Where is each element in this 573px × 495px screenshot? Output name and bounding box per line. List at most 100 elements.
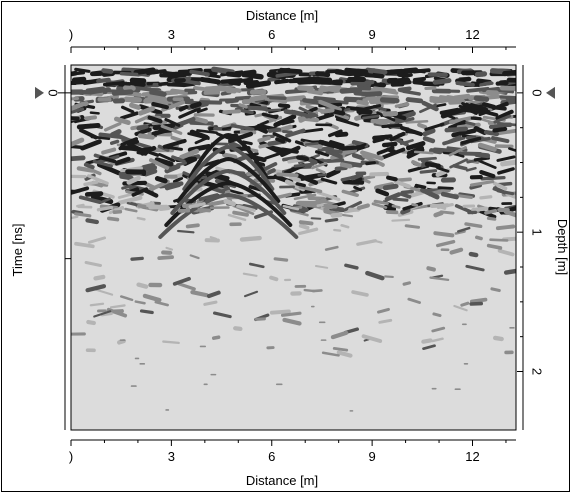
reflection-streak — [128, 102, 141, 110]
reflection-streak — [84, 191, 104, 197]
x-tick-label-top: ) — [69, 27, 73, 42]
reflection-streak — [101, 68, 114, 74]
x-tick-label-top: 3 — [168, 27, 175, 42]
reflection-streak — [288, 176, 301, 183]
reflection-streak — [362, 154, 385, 167]
reflection-streak — [503, 268, 516, 275]
reflection-streak — [483, 129, 500, 137]
reflection-streak — [360, 150, 384, 161]
reflection-streak — [74, 241, 95, 249]
reflection-streak — [78, 195, 102, 205]
reflection-streak — [334, 69, 350, 76]
reflection-streak — [76, 122, 101, 130]
reflection-streak — [242, 69, 257, 76]
reflection-streak — [136, 151, 148, 156]
reflection-streak — [473, 156, 490, 162]
reflection-streak — [321, 351, 340, 357]
reflection-streak — [372, 239, 383, 244]
reflection-streak — [356, 109, 373, 115]
reflection-streak — [276, 172, 299, 178]
reflection-streak — [245, 80, 272, 89]
reflection-streak — [437, 186, 454, 190]
reflection-streak — [302, 97, 323, 106]
reflection-streak — [350, 177, 363, 185]
reflection-streak — [439, 107, 460, 115]
reflection-streak — [89, 302, 105, 307]
reflection-streak — [197, 207, 212, 213]
reflection-streak — [455, 76, 472, 84]
x-tick-label-bottom: 3 — [168, 449, 175, 464]
reflection-streak — [151, 127, 170, 137]
reflection-streak — [411, 203, 419, 207]
reflection-streak — [475, 235, 483, 241]
reflection-streak — [136, 216, 146, 221]
reflection-streak — [481, 102, 497, 110]
reflection-streak — [384, 192, 402, 202]
reflection-streak — [402, 201, 423, 211]
diffraction-hyperbola — [188, 132, 269, 179]
reflection-streak — [211, 66, 236, 75]
reflection-streak — [307, 196, 326, 201]
reflection-streak — [203, 300, 218, 306]
reflection-streak — [493, 114, 512, 124]
reflection-streak — [129, 80, 146, 87]
time-zero-marker-left-icon — [35, 86, 44, 99]
reflection-streak — [134, 300, 146, 305]
reflection-streak — [117, 195, 143, 205]
reflection-streak — [479, 81, 494, 87]
reflection-streak — [227, 213, 247, 222]
depth-tick-label: 0 — [530, 89, 545, 96]
reflection-streak — [267, 127, 282, 133]
reflection-streak — [293, 162, 315, 168]
reflection-streak — [85, 218, 99, 225]
reflection-streak — [265, 108, 282, 112]
reflection-streak — [154, 157, 174, 167]
reflection-streak — [392, 197, 409, 202]
reflection-streak — [449, 158, 468, 169]
reflection-streak — [136, 282, 149, 289]
reflection-streak — [198, 193, 219, 202]
reflection-streak — [456, 123, 472, 129]
reflection-streak — [474, 71, 488, 78]
reflection-streak — [298, 227, 319, 236]
reflection-streak — [242, 272, 258, 277]
reflection-streak — [295, 182, 306, 188]
reflection-streak — [136, 124, 149, 131]
reflection-streak — [278, 67, 303, 75]
reflection-streak — [343, 96, 368, 103]
reflection-streak — [298, 220, 314, 226]
reflection-streak — [274, 148, 288, 156]
reflection-streak — [386, 175, 398, 182]
reflection-streak — [100, 197, 111, 204]
reflection-streak — [356, 203, 370, 211]
reflection-streak — [303, 288, 316, 293]
reflection-streak — [164, 182, 182, 191]
reflection-streak — [133, 67, 156, 76]
reflection-streak — [298, 223, 310, 230]
reflection-streak — [223, 198, 236, 207]
reflection-streak — [495, 80, 509, 86]
reflection-streak — [228, 131, 254, 144]
reflection-streak — [333, 228, 342, 232]
reflection-streak — [465, 264, 485, 272]
reflection-streak — [234, 95, 252, 101]
reflection-streak — [109, 139, 120, 145]
reflection-streak — [102, 81, 125, 87]
reflection-streak — [400, 207, 411, 215]
reflection-streak — [361, 334, 383, 343]
reflection-streak — [448, 99, 466, 105]
reflection-streak — [477, 142, 497, 152]
reflection-streak — [119, 71, 139, 77]
reflection-streak — [275, 137, 286, 144]
reflection-streak — [420, 187, 440, 200]
reflection-streak — [406, 141, 426, 151]
reflection-streak — [306, 76, 333, 83]
diffraction-hyperbola — [176, 156, 281, 203]
reflection-streak — [254, 317, 266, 321]
reflection-streak — [71, 137, 85, 148]
time-zero-marker-right-icon — [546, 86, 555, 99]
reflection-streak — [328, 129, 343, 138]
reflection-streak — [422, 136, 436, 144]
reflection-streak — [196, 107, 208, 114]
